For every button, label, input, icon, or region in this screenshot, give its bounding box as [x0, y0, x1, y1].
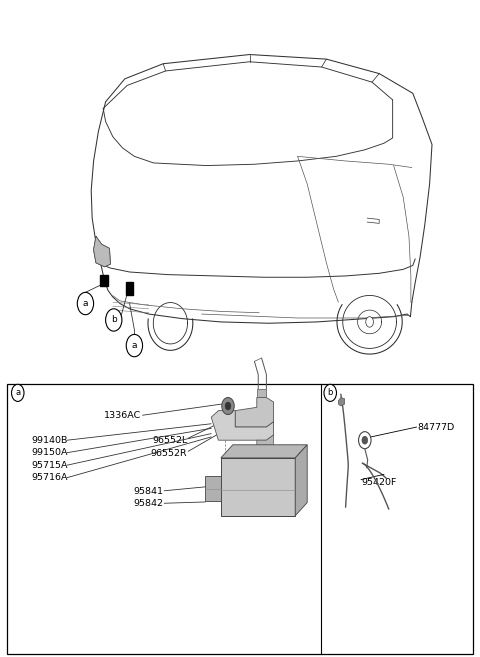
- Polygon shape: [94, 237, 110, 267]
- Polygon shape: [257, 389, 266, 397]
- Circle shape: [362, 436, 368, 444]
- Text: b: b: [111, 315, 117, 325]
- Polygon shape: [221, 445, 307, 458]
- Polygon shape: [235, 397, 274, 427]
- FancyBboxPatch shape: [205, 476, 221, 501]
- Circle shape: [222, 397, 234, 415]
- Text: a: a: [15, 388, 20, 397]
- FancyBboxPatch shape: [100, 275, 108, 286]
- Circle shape: [106, 309, 122, 331]
- Text: 84777D: 84777D: [418, 422, 455, 432]
- Text: 95420F: 95420F: [361, 478, 396, 487]
- Text: 96552L: 96552L: [152, 436, 187, 445]
- Text: 99140B: 99140B: [31, 436, 68, 445]
- FancyBboxPatch shape: [7, 384, 473, 654]
- Text: 95842: 95842: [133, 499, 163, 509]
- Circle shape: [225, 402, 231, 410]
- Text: a: a: [83, 299, 88, 308]
- Text: 95716A: 95716A: [31, 473, 68, 482]
- Polygon shape: [211, 411, 274, 440]
- Circle shape: [126, 334, 143, 357]
- FancyBboxPatch shape: [221, 458, 295, 516]
- Circle shape: [366, 317, 373, 327]
- FancyBboxPatch shape: [126, 282, 133, 295]
- Text: 95715A: 95715A: [31, 461, 68, 470]
- Text: b: b: [327, 388, 333, 397]
- Text: 1336AC: 1336AC: [104, 411, 142, 420]
- Text: 95841: 95841: [133, 487, 163, 496]
- Text: a: a: [132, 341, 137, 350]
- Polygon shape: [295, 445, 307, 516]
- Polygon shape: [338, 397, 345, 406]
- Circle shape: [324, 384, 336, 401]
- Text: 96552R: 96552R: [151, 449, 187, 458]
- Text: 99150A: 99150A: [31, 448, 68, 457]
- Circle shape: [12, 384, 24, 401]
- Circle shape: [77, 292, 94, 315]
- Polygon shape: [257, 435, 274, 453]
- Circle shape: [359, 432, 371, 449]
